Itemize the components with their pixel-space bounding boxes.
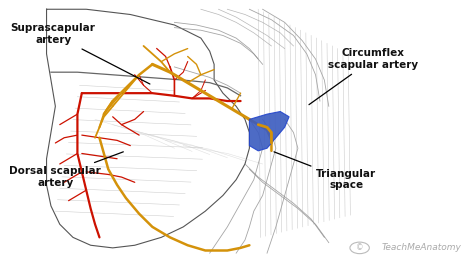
Text: Circumflex
scapular artery: Circumflex scapular artery [309,48,418,105]
Text: ©: © [356,243,364,252]
Text: Triangular
space: Triangular space [274,152,376,191]
Text: Dorsal scapular
artery: Dorsal scapular artery [9,152,123,188]
Polygon shape [249,112,289,151]
Text: TeachMeAnatomy: TeachMeAnatomy [382,243,462,252]
Text: Suprascapular
artery: Suprascapular artery [11,23,150,84]
Polygon shape [46,9,249,248]
